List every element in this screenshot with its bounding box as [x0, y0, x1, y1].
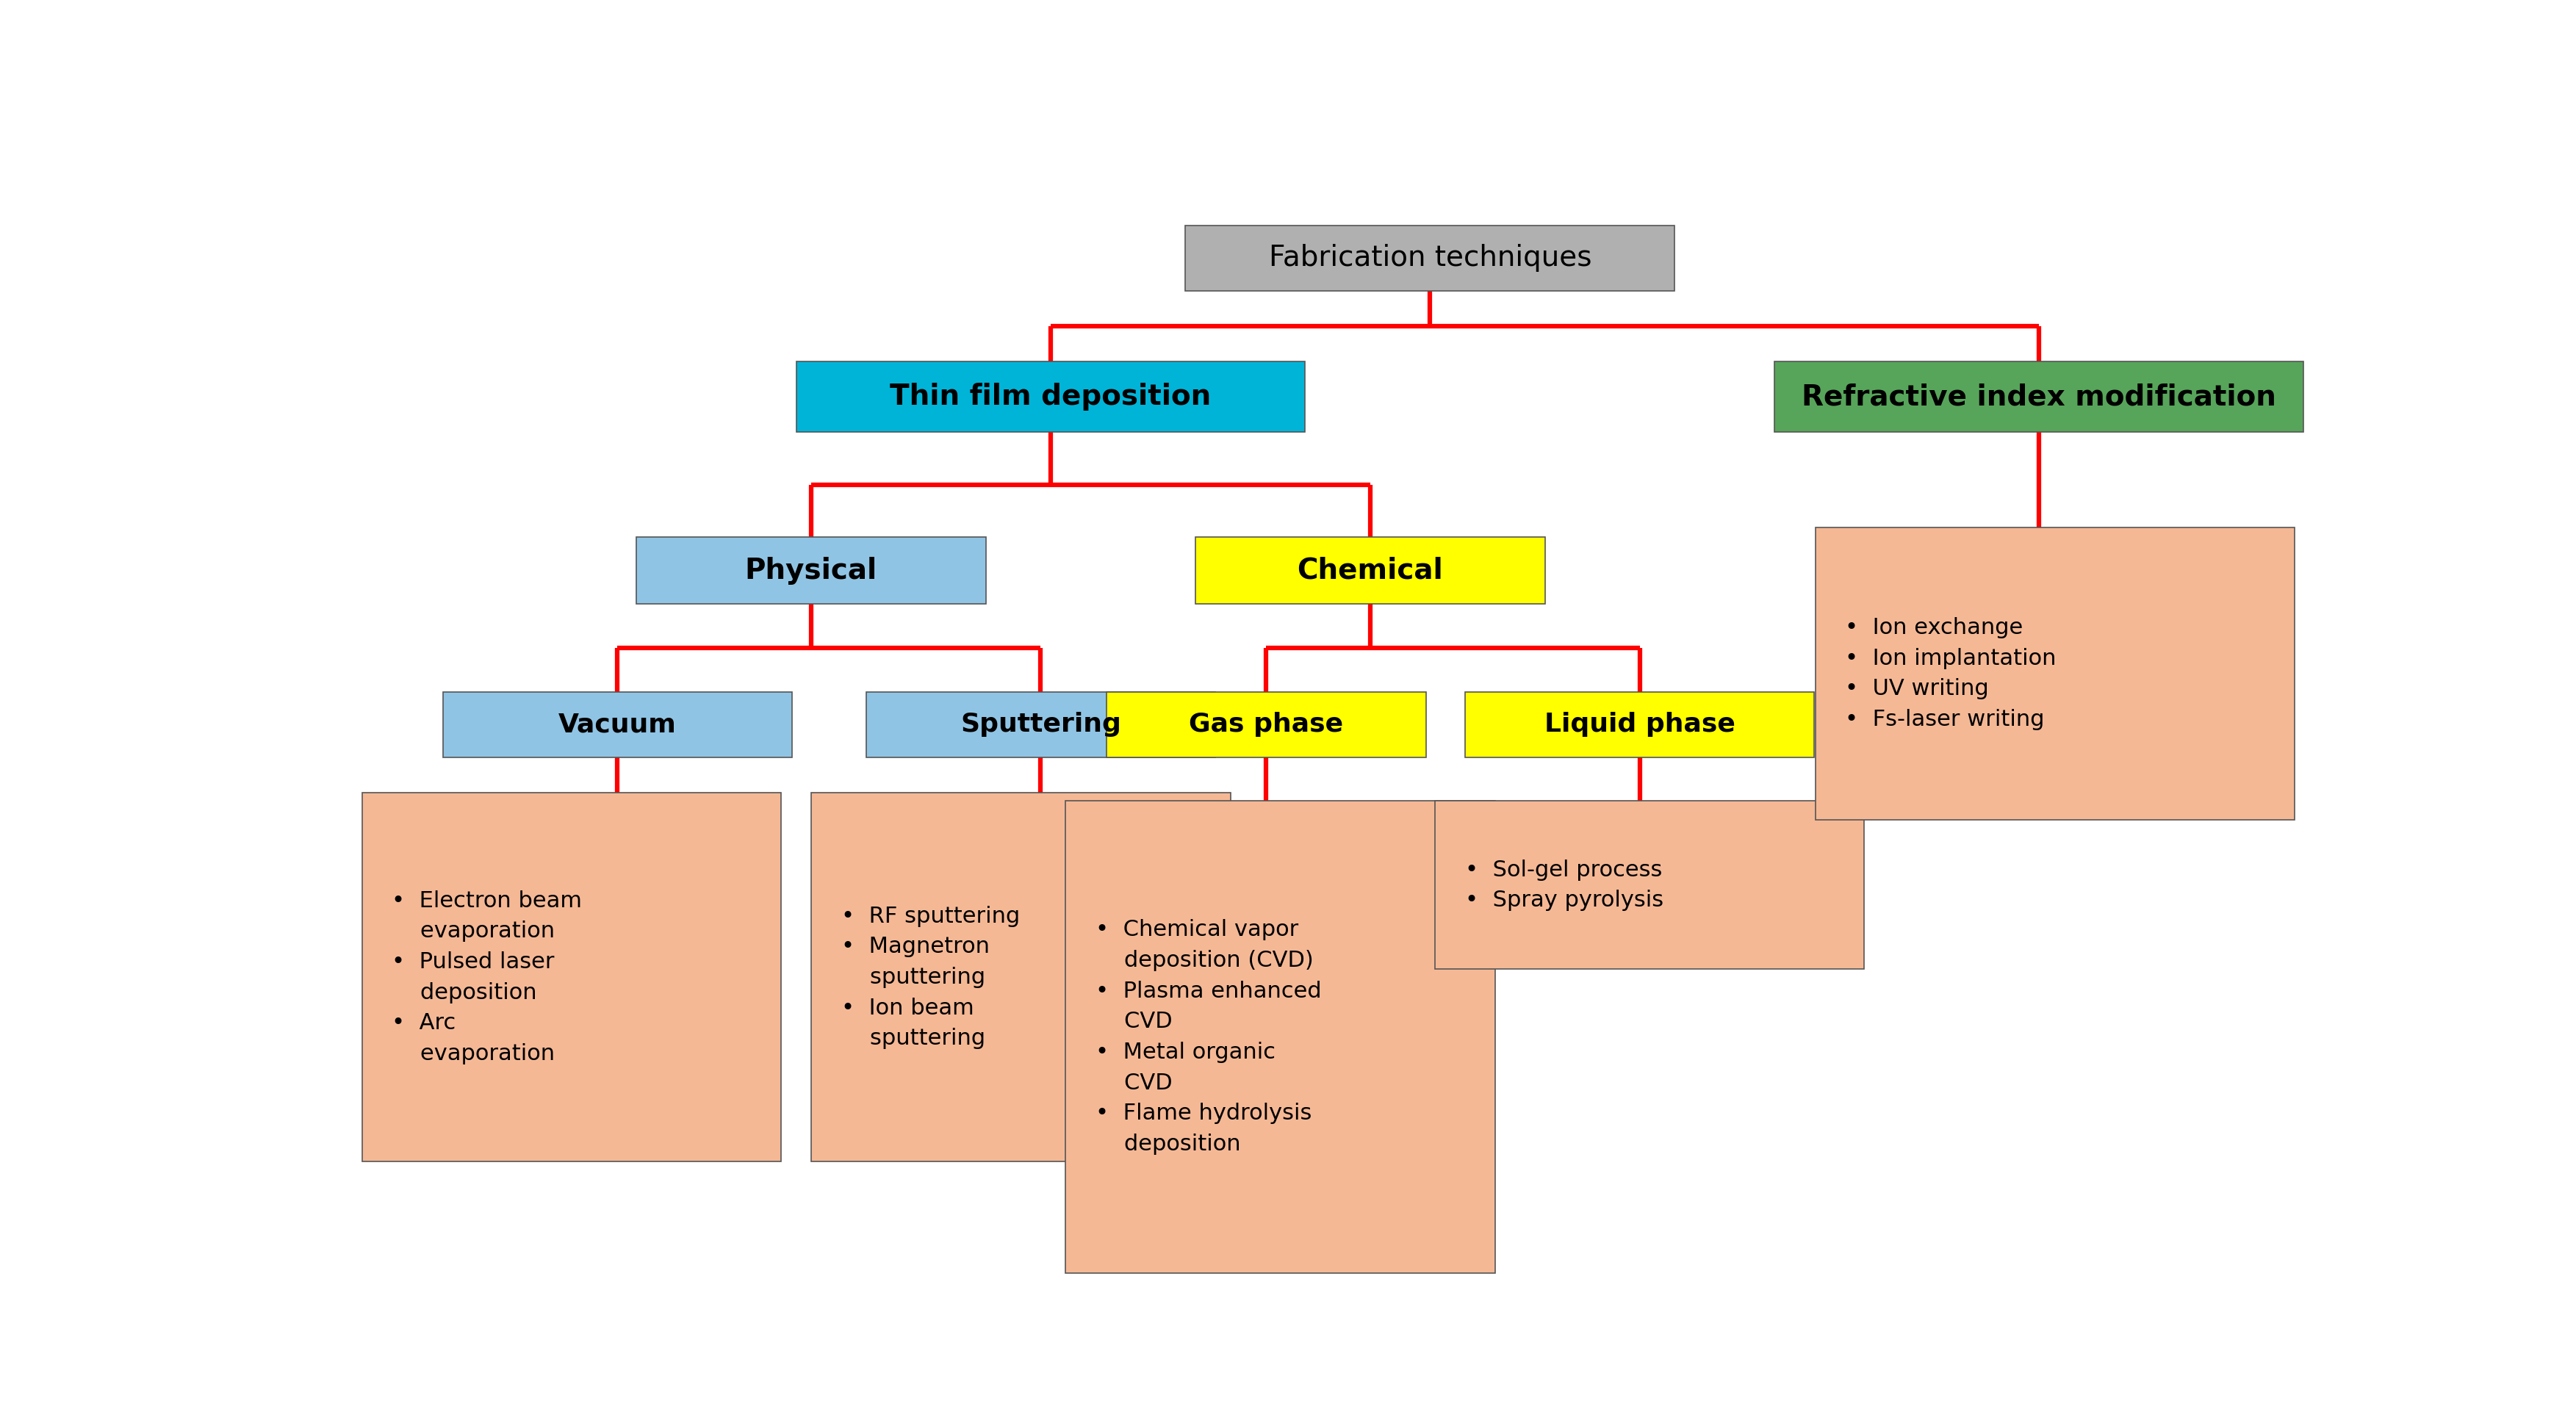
Text: •  Sol-gel process
•  Spray pyrolysis: • Sol-gel process • Spray pyrolysis — [1466, 859, 1664, 912]
Text: Thin film deposition: Thin film deposition — [891, 383, 1211, 411]
FancyBboxPatch shape — [1816, 527, 2295, 820]
FancyBboxPatch shape — [1775, 362, 2303, 433]
FancyBboxPatch shape — [636, 537, 987, 604]
Text: Sputtering: Sputtering — [961, 712, 1121, 737]
Text: Vacuum: Vacuum — [559, 712, 677, 737]
Text: Chemical: Chemical — [1298, 557, 1443, 585]
FancyBboxPatch shape — [1066, 802, 1494, 1272]
FancyBboxPatch shape — [1185, 225, 1674, 290]
Text: Liquid phase: Liquid phase — [1543, 712, 1736, 737]
FancyBboxPatch shape — [866, 692, 1216, 757]
FancyBboxPatch shape — [1466, 692, 1814, 757]
Text: Refractive index modification: Refractive index modification — [1801, 383, 2277, 411]
Text: •  RF sputtering
•  Magnetron
    sputtering
•  Ion beam
    sputtering: • RF sputtering • Magnetron sputtering •… — [840, 906, 1020, 1050]
Text: •  Electron beam
    evaporation
•  Pulsed laser
    deposition
•  Arc
    evapo: • Electron beam evaporation • Pulsed las… — [392, 890, 582, 1064]
FancyBboxPatch shape — [1195, 537, 1546, 604]
Text: •  Ion exchange
•  Ion implantation
•  UV writing
•  Fs-laser writing: • Ion exchange • Ion implantation • UV w… — [1844, 617, 2056, 730]
Text: Gas phase: Gas phase — [1190, 712, 1345, 737]
Text: •  Chemical vapor
    deposition (CVD)
•  Plasma enhanced
    CVD
•  Metal organ: • Chemical vapor deposition (CVD) • Plas… — [1095, 919, 1321, 1155]
FancyBboxPatch shape — [1108, 692, 1427, 757]
FancyBboxPatch shape — [361, 793, 781, 1162]
FancyBboxPatch shape — [811, 793, 1231, 1162]
Text: Fabrication techniques: Fabrication techniques — [1267, 244, 1592, 272]
FancyBboxPatch shape — [443, 692, 793, 757]
Text: Physical: Physical — [744, 557, 878, 585]
FancyBboxPatch shape — [1435, 802, 1865, 969]
FancyBboxPatch shape — [796, 362, 1306, 433]
